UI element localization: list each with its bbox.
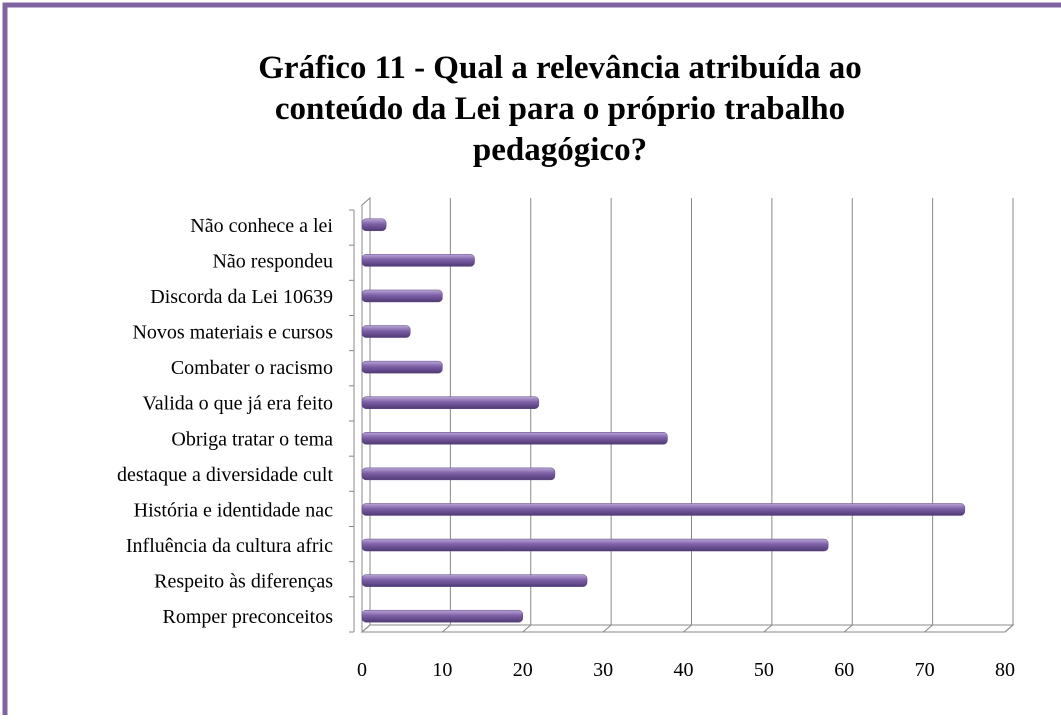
bar — [361, 254, 475, 267]
grid-line — [924, 198, 934, 633]
y-tick-label: Novos materiais e cursos — [132, 322, 333, 344]
y-tick-label: Influência da cultura afric — [126, 535, 333, 557]
grid-line — [763, 198, 773, 633]
bar — [361, 467, 556, 481]
grid-line — [361, 198, 371, 633]
y-tick-label: História e identidade nac — [134, 499, 333, 521]
bar — [361, 289, 443, 303]
grid-line — [1004, 198, 1014, 633]
grid-line — [602, 198, 612, 633]
grid-line — [522, 198, 532, 633]
x-tick-label: 70 — [915, 659, 935, 681]
y-tick-label: Discorda da Lei 10639 — [150, 286, 333, 308]
y-tick-label: Valida o que já era feito — [143, 393, 333, 415]
y-tick-label: Não conhece a lei — [190, 215, 333, 237]
grid-line — [683, 198, 692, 633]
y-tick-label: Obriga tratar o tema — [171, 428, 333, 450]
bar — [361, 396, 540, 409]
grid-line — [442, 198, 451, 633]
y-tick-label: destaque a diversidade cult — [117, 464, 333, 486]
chart-title: pedagógico? — [473, 132, 647, 168]
bar — [361, 609, 523, 623]
x-tick-label: 80 — [995, 659, 1015, 681]
y-tick-label: Não respondeu — [212, 250, 333, 272]
x-tick-label: 0 — [357, 659, 367, 681]
bar — [361, 503, 966, 516]
bar — [361, 218, 387, 232]
x-tick-label: 50 — [754, 659, 774, 681]
x-tick-label: 20 — [513, 659, 533, 681]
x-tick-label: 30 — [593, 659, 613, 681]
y-tick-label: Respeito às diferenças — [154, 571, 333, 593]
bar — [361, 574, 588, 587]
x-tick-label: 60 — [834, 659, 854, 681]
bar — [361, 325, 411, 338]
bar — [361, 360, 443, 374]
chart-title: Gráfico 11 - Qual a relevância atribuída… — [258, 50, 861, 86]
chart-title: conteúdo da Lei para o próprio trabalho — [275, 91, 845, 127]
x-tick-label: 40 — [674, 659, 694, 681]
x-tick-label: 10 — [432, 659, 452, 681]
grid-line — [843, 198, 853, 633]
y-tick-label: Romper preconceitos — [163, 606, 334, 628]
bar — [361, 538, 829, 552]
y-tick-label: Combater o racismo — [171, 357, 333, 379]
bar — [361, 432, 668, 445]
